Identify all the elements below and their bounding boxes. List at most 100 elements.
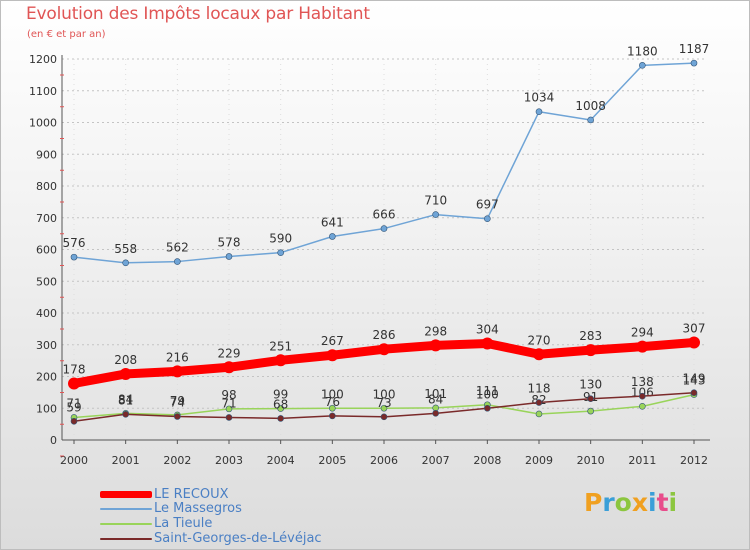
data-point <box>484 404 491 412</box>
data-label: 286 <box>373 328 396 342</box>
data-point <box>277 405 284 412</box>
logo-letter: t <box>656 488 669 517</box>
x-tick-label: 2009 <box>525 454 553 467</box>
x-tick-label: 2006 <box>370 454 398 467</box>
data-label: 298 <box>424 324 447 338</box>
data-point <box>225 414 233 421</box>
data-label: 216 <box>166 350 189 364</box>
data-point <box>68 377 80 390</box>
legend-label: La Tieule <box>154 516 213 531</box>
data-label: 84 <box>428 392 443 406</box>
data-label: 100 <box>321 387 344 401</box>
data-point <box>225 253 233 260</box>
data-point <box>481 337 494 350</box>
data-point <box>277 249 284 256</box>
y-tick-label: 500 <box>36 275 57 288</box>
data-label: 697 <box>476 198 499 212</box>
data-point <box>639 62 646 69</box>
y-tick-label: 800 <box>36 180 57 193</box>
y-tick-label: 200 <box>36 371 57 384</box>
x-tick-label: 2003 <box>215 454 243 467</box>
x-tick-label: 2004 <box>267 454 295 467</box>
data-point <box>535 108 543 116</box>
data-point <box>380 225 388 232</box>
data-label: 562 <box>166 241 189 255</box>
data-point <box>174 258 181 265</box>
data-point <box>329 404 336 412</box>
y-tick-label: 1000 <box>29 117 57 130</box>
data-point <box>171 365 184 378</box>
proxiti-logo: Proxiti <box>584 488 677 517</box>
x-tick-label: 2005 <box>318 454 346 467</box>
data-label: 118 <box>528 382 551 396</box>
data-label: 101 <box>424 387 447 401</box>
chart-subtitle: (en € et par an) <box>27 29 106 40</box>
data-label: 1034 <box>524 91 555 105</box>
data-label: 208 <box>114 353 137 367</box>
data-point <box>329 233 336 240</box>
y-tick-label: 100 <box>36 402 57 415</box>
logo-letter: r <box>602 488 615 517</box>
y-tick-label: 700 <box>36 212 57 225</box>
data-label: 76 <box>325 395 340 409</box>
data-label: 98 <box>221 388 236 402</box>
data-label: 84 <box>118 392 133 406</box>
data-point <box>223 361 235 374</box>
data-point <box>378 343 390 356</box>
data-label: 59 <box>66 400 81 414</box>
y-tick-label: 1200 <box>29 53 57 66</box>
data-label: 666 <box>373 208 396 222</box>
data-label: 304 <box>476 322 499 336</box>
data-point <box>225 405 233 413</box>
data-label: 143 <box>683 374 706 388</box>
data-label: 100 <box>476 387 499 401</box>
data-point <box>636 340 649 353</box>
data-point <box>122 259 129 267</box>
data-point <box>535 410 543 418</box>
data-label: 576 <box>63 236 86 250</box>
y-tick-label: 0 <box>50 434 57 447</box>
data-label: 229 <box>218 346 241 360</box>
data-label: 267 <box>321 334 344 348</box>
data-point <box>584 344 597 357</box>
data-point <box>380 404 388 412</box>
data-point <box>587 395 594 403</box>
data-point <box>326 349 339 362</box>
data-label: 641 <box>321 215 344 229</box>
logo-letter: x <box>631 488 648 517</box>
data-point <box>329 412 336 420</box>
legend-item-saint-georges: Saint-Georges-de-Lévéjac <box>100 531 400 546</box>
y-tick-label: 300 <box>36 339 57 352</box>
y-tick-label: 400 <box>36 307 57 320</box>
series-line <box>73 62 695 264</box>
data-label: 710 <box>424 194 447 208</box>
data-label: 71 <box>66 396 81 410</box>
x-tick-label: 2011 <box>628 454 656 467</box>
data-point <box>587 407 594 415</box>
data-label: 111 <box>476 384 499 398</box>
data-point <box>277 415 284 422</box>
data-label: 149 <box>683 372 706 386</box>
logo-letter: o <box>614 488 632 517</box>
legend-swatch <box>100 508 152 510</box>
data-label: 251 <box>269 339 292 353</box>
data-point <box>587 116 594 124</box>
data-label: 74 <box>170 396 185 410</box>
data-point <box>380 413 388 421</box>
data-label: 130 <box>579 378 602 392</box>
data-label: 1008 <box>575 99 606 113</box>
data-label: 590 <box>269 232 292 246</box>
data-label: 99 <box>273 388 288 402</box>
data-label: 1187 <box>679 42 710 56</box>
data-point <box>274 354 287 367</box>
legend-swatch <box>100 491 152 498</box>
chart-title: Evolution des Impôts locaux par Habitant <box>26 4 370 24</box>
data-point <box>639 403 646 410</box>
data-point <box>432 410 439 417</box>
x-tick-label: 2000 <box>60 454 88 467</box>
data-point <box>70 417 78 425</box>
y-tick-label: 900 <box>36 148 57 161</box>
data-point <box>535 399 543 406</box>
x-tick-label: 2010 <box>577 454 605 467</box>
